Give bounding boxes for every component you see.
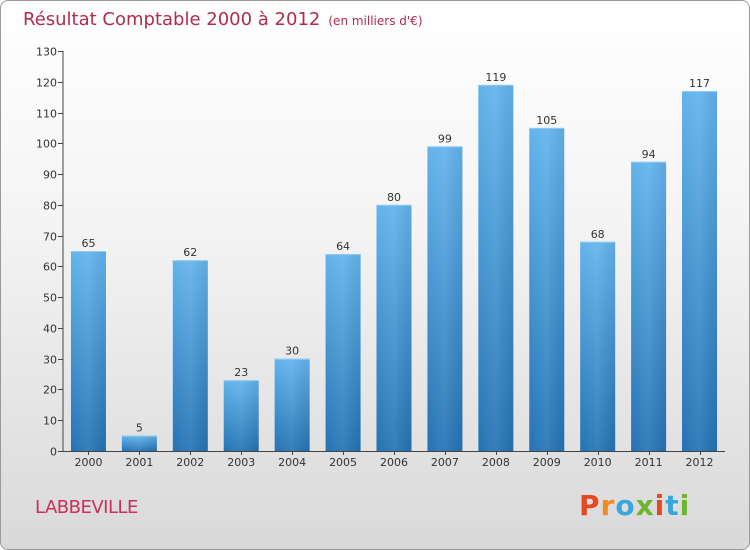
chart-title: Résultat Comptable 2000 à 2012 (en millie… — [23, 9, 423, 30]
x-tick-label: 2005 — [329, 456, 357, 469]
y-tick-label: 40 — [43, 323, 57, 336]
y-tick-label: 120 — [36, 77, 57, 90]
y-tick-label: 30 — [43, 354, 57, 367]
labels: 65 2000 5 2001 62 2002 23 2003 30 2004 64 2005 80 200… — [74, 71, 713, 469]
y-tick-label: 100 — [36, 138, 57, 151]
value-label: 64 — [336, 240, 350, 253]
value-label: 80 — [387, 191, 401, 204]
bars — [70, 84, 718, 451]
chart-subtitle: (en milliers d'€) — [328, 14, 423, 28]
value-label: 23 — [234, 366, 248, 379]
x-tick-label: 2007 — [431, 456, 459, 469]
value-label: 99 — [438, 132, 452, 145]
bar-sheen — [580, 241, 616, 451]
value-label: 68 — [591, 228, 605, 241]
value-label: 105 — [536, 114, 557, 127]
y-tick-label: 20 — [43, 384, 57, 397]
y-tick-label: 90 — [43, 169, 57, 182]
logo-letter: i — [654, 489, 666, 522]
value-label: 119 — [485, 71, 506, 84]
logo-letter: t — [665, 489, 680, 522]
chart-title-text: Résultat Comptable 2000 à 2012 — [23, 9, 321, 30]
bar-sheen — [631, 161, 667, 451]
x-tick-label: 2000 — [74, 456, 102, 469]
x-tick-label: 2002 — [176, 456, 204, 469]
x-tick-label: 2008 — [482, 456, 510, 469]
y-axis: 0 10 20 30 40 50 60 70 80 90 100 110 120 130 — [36, 46, 725, 459]
value-label: 65 — [81, 237, 95, 250]
y-tick-label: 70 — [43, 231, 57, 244]
y-tick-label: 60 — [43, 261, 57, 274]
logo-letter: P — [579, 489, 601, 522]
value-label: 5 — [136, 422, 143, 435]
y-tick-label: 50 — [43, 292, 57, 305]
bar-sheen — [529, 127, 565, 451]
y-tick-label: 0 — [50, 446, 57, 459]
x-tick-label: 2012 — [686, 456, 714, 469]
bar-sheen — [325, 254, 361, 451]
x-tick-label: 2011 — [635, 456, 663, 469]
bar-sheen — [172, 260, 208, 451]
bar-sheen — [376, 204, 412, 451]
bar-sheen — [121, 435, 157, 451]
y-tick-label: 10 — [43, 415, 57, 428]
y-tick-label: 110 — [36, 108, 57, 121]
bar-sheen — [682, 91, 718, 451]
bar-sheen — [427, 146, 463, 451]
value-label: 30 — [285, 345, 299, 358]
logo-letter: x — [635, 489, 655, 522]
logo-letter: o — [615, 489, 636, 522]
bar-sheen — [274, 358, 310, 451]
x-tick-label: 2009 — [533, 456, 561, 469]
x-tick-label: 2003 — [227, 456, 255, 469]
x-tick-label: 2010 — [584, 456, 612, 469]
bar-sheen — [223, 380, 259, 451]
logo-letter: i — [679, 489, 691, 522]
x-tick-label: 2001 — [125, 456, 153, 469]
y-tick-label: 80 — [43, 200, 57, 213]
value-label: 62 — [183, 246, 197, 259]
y-tick-label: 130 — [36, 46, 57, 59]
commune-name: LABBEVILLE — [35, 497, 138, 518]
value-label: 94 — [642, 148, 656, 161]
logo-letter: r — [600, 489, 616, 522]
bar-sheen — [478, 84, 514, 451]
x-tick-label: 2006 — [380, 456, 408, 469]
x-tick-label: 2004 — [278, 456, 306, 469]
bar-sheen — [70, 251, 106, 451]
value-label: 117 — [689, 77, 710, 90]
proxiti-logo: Proxiti — [579, 489, 690, 522]
